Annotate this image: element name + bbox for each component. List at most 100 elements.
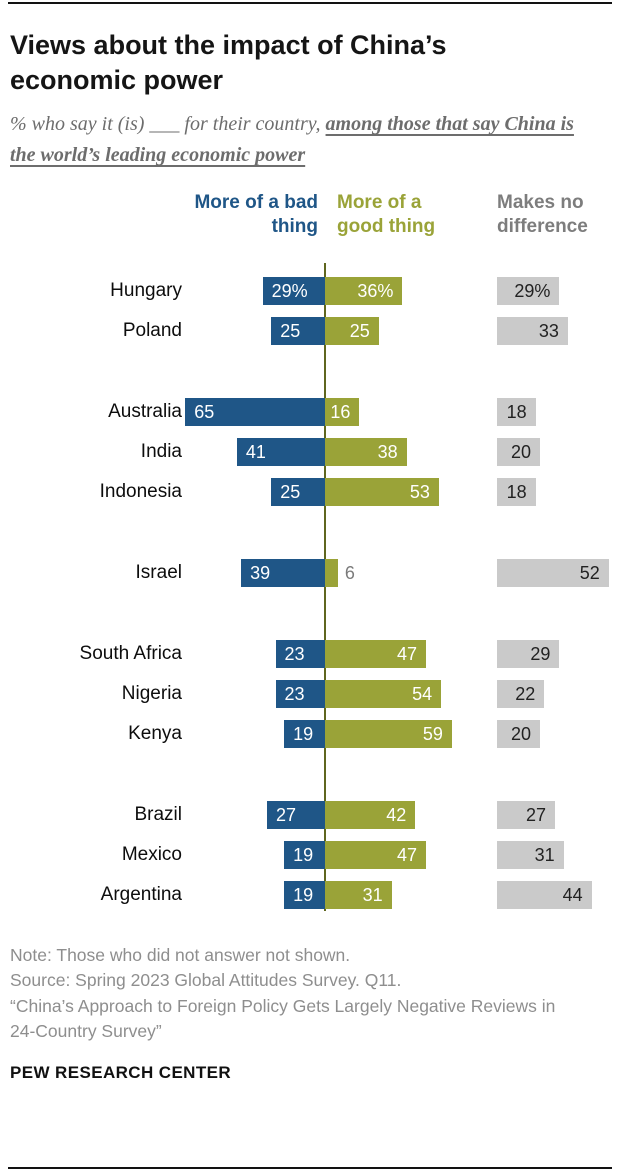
country-group: Israel 39 6 52 [0, 553, 620, 593]
bar-value-label: 41 [245, 441, 266, 462]
country-group: Brazil 27 42 27 Mexico 19 47 31 Argentina 19 31 44 [0, 795, 620, 915]
chart-row-india: India 41 38 20 [0, 432, 620, 472]
bottom-divider [8, 1167, 612, 1169]
country-label: Kenya [128, 723, 182, 745]
brand-logo-text: PEW RESEARCH CENTER [10, 1062, 232, 1082]
bar-value-label: 31 [362, 884, 383, 905]
bar-good-thing: 54 [325, 680, 442, 709]
country-label: Australia [108, 401, 182, 423]
chart-row-kenya: Kenya 19 59 20 [0, 714, 620, 754]
bar-value-label: 23 [284, 643, 305, 664]
bar-no-difference: 44 [497, 881, 592, 910]
bar-value-label: 31 [534, 844, 555, 865]
bar-bad-thing: 19 [284, 881, 325, 910]
bar-bad-thing: 19 [284, 841, 325, 870]
subtitle-prefix: % who say it (is) ___ for their country, [10, 113, 326, 136]
bar-value-label: 27 [526, 804, 547, 825]
chart-row-poland: Poland 25 25 33 [0, 311, 620, 351]
subtitle-emphasis: among those that say China is the world’… [10, 113, 574, 167]
country-label: Brazil [134, 804, 182, 826]
country-label: Israel [135, 562, 182, 584]
bar-no-difference: 27 [497, 801, 556, 830]
bar-value-label: 54 [412, 683, 433, 704]
country-group: South Africa 23 47 29 Nigeria 23 54 22 Kenya 19 59… [0, 634, 620, 754]
bar-bad-thing: 39 [241, 559, 325, 588]
country-label: Argentina [100, 884, 182, 906]
source-line: Source: Spring 2023 Global Attitudes Sur… [10, 970, 402, 991]
bar-value-label: 42 [386, 804, 407, 825]
bar-value-label: 59 [422, 723, 443, 744]
bar-value-label: 25 [280, 481, 301, 502]
bar-no-difference: 20 [497, 438, 540, 467]
bar-bad-thing: 23 [275, 680, 325, 709]
column-header-bad-thing: More of a bad thing [194, 192, 318, 238]
bar-bad-thing: 65 [185, 398, 325, 427]
country-label: Hungary [110, 280, 182, 302]
bar-value-label: 53 [409, 481, 430, 502]
bar-value-label: 18 [506, 481, 527, 502]
bar-value-label: 29% [514, 280, 551, 301]
bar-no-difference: 29% [497, 277, 560, 306]
country-label: Poland [122, 320, 182, 342]
column-header-good-thing: More of a good thing [337, 192, 436, 238]
bar-value-label: 20 [510, 441, 531, 462]
page-title: Views about the impact of China’s econom… [10, 30, 447, 95]
bar-no-difference: 29 [497, 640, 560, 669]
bar-value-label: 36% [357, 280, 394, 301]
bar-value-label: 19 [293, 884, 314, 905]
chart-row-hungary: Hungary 29% 36% 29% [0, 271, 620, 311]
bar-value-label: 38 [377, 441, 398, 462]
country-label: South Africa [79, 643, 182, 665]
country-label: Nigeria [121, 683, 182, 705]
bar-value-label: 65 [194, 401, 215, 422]
bar-value-label: 23 [284, 683, 305, 704]
axis-line [324, 263, 326, 912]
bar-value-label: 25 [280, 320, 301, 341]
chart-row-indonesia: Indonesia 25 53 18 [0, 472, 620, 512]
bar-value-label: 20 [510, 723, 531, 744]
country-label: Mexico [121, 844, 182, 866]
top-divider [8, 2, 612, 4]
bar-good-thing: 25 [325, 317, 379, 346]
bar-good-thing [325, 559, 338, 588]
bar-value-label: 18 [506, 401, 527, 422]
bar-no-difference: 33 [497, 317, 568, 346]
chart-rows: Hungary 29% 36% 29% Poland 25 25 33 Australia 65 1… [0, 271, 620, 915]
bar-value-label: 44 [562, 884, 583, 905]
note-line: Note: Those who did not answer not shown… [10, 945, 351, 966]
report-title-line: “China’s Approach to Foreign Policy Gets… [10, 995, 556, 1042]
column-header-no-difference: Makes no difference [497, 192, 588, 238]
bar-value-label: 29% [271, 280, 308, 301]
diverging-bar-chart: More of a bad thing More of a good thing… [0, 187, 620, 915]
chart-row-nigeria: Nigeria 23 54 22 [0, 674, 620, 714]
bar-good-thing: 38 [325, 438, 407, 467]
bar-value-label: 29 [530, 643, 551, 664]
bar-value-label: 27 [275, 804, 296, 825]
bar-good-thing: 59 [325, 720, 452, 749]
footnotes: Note: Those who did not answer not shown… [10, 943, 570, 1045]
bar-good-thing: 31 [325, 881, 392, 910]
bar-good-thing: 36% [325, 277, 403, 306]
bar-good-thing: 47 [325, 640, 427, 669]
bar-no-difference: 31 [497, 841, 564, 870]
bar-good-thing: 16 [325, 398, 360, 427]
bar-value-label: 19 [293, 844, 314, 865]
bar-good-thing: 47 [325, 841, 427, 870]
chart-row-australia: Australia 65 16 18 [0, 392, 620, 432]
chart-row-israel: Israel 39 6 52 [0, 553, 620, 593]
country-label: India [140, 441, 182, 463]
bar-bad-thing: 27 [266, 801, 325, 830]
chart-row-mexico: Mexico 19 47 31 [0, 835, 620, 875]
bar-bad-thing: 25 [271, 317, 325, 346]
bar-value-label: 16 [330, 401, 351, 422]
bar-value-label: 33 [538, 320, 559, 341]
bar-value-label: 22 [515, 683, 536, 704]
bar-bad-thing: 29% [262, 277, 325, 306]
chart-row-brazil: Brazil 27 42 27 [0, 795, 620, 835]
bar-bad-thing: 25 [271, 478, 325, 507]
bar-bad-thing: 41 [236, 438, 325, 467]
chart-row-argentina: Argentina 19 31 44 [0, 875, 620, 915]
chart-subtitle: % who say it (is) ___ for their country,… [10, 109, 585, 171]
bar-value-label-outside: 6 [344, 563, 355, 584]
